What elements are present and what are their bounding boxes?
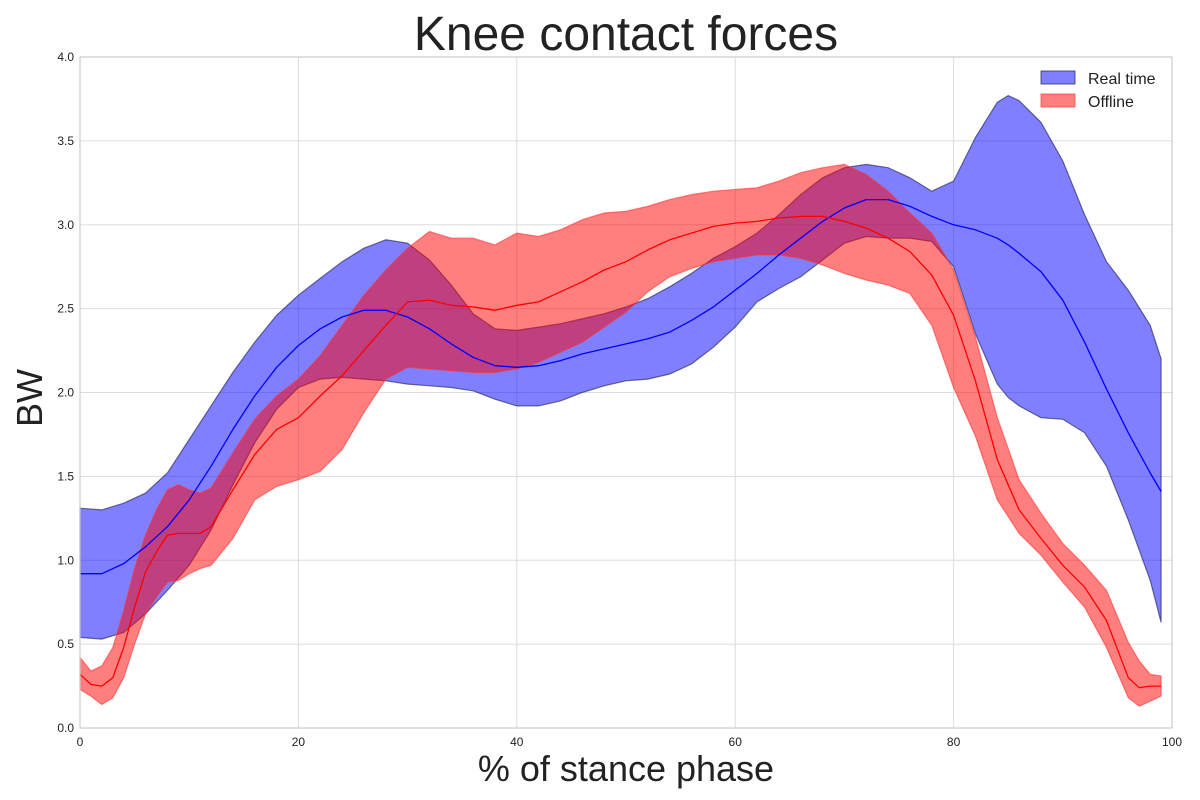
y-tick-label: 1.0 <box>57 553 74 567</box>
y-tick-label: 2.0 <box>57 386 74 400</box>
mean-line-offline <box>79 215 1162 689</box>
plot-frame <box>79 56 1173 729</box>
y-tick-label: 3.5 <box>57 134 74 148</box>
y-tick-label: 3.0 <box>57 218 74 232</box>
x-tick-label: 100 <box>1162 735 1182 749</box>
y-axis-title: BW <box>9 369 50 427</box>
chart-title: Knee contact forces <box>414 8 838 61</box>
legend-swatch-offline <box>1040 93 1076 108</box>
y-tick-label: 4.0 <box>57 50 74 64</box>
x-axis-title: % of stance phase <box>478 748 774 789</box>
x-tick-label: 0 <box>77 735 84 749</box>
x-tick-labels: 0 20 40 60 80 100 <box>77 735 1183 749</box>
y-tick-label: 0.5 <box>57 637 74 651</box>
y-tick-label: 1.5 <box>57 469 74 483</box>
confidence-bands <box>79 94 1162 707</box>
legend-label-offline: Offline <box>1088 94 1134 111</box>
legend-swatch-real-time <box>1040 70 1076 85</box>
y-tick-labels: 0.0 0.5 1.0 1.5 2.0 2.5 3.0 3.5 4.0 <box>57 50 74 735</box>
band-offline <box>79 163 1162 707</box>
x-tick-label: 40 <box>510 735 524 749</box>
y-tick-label: 0.0 <box>57 721 74 735</box>
y-tick-label: 2.5 <box>57 302 74 316</box>
mean-line-real-time <box>80 198 1162 575</box>
x-tick-label: 80 <box>947 735 961 749</box>
legend: Real time Offline <box>1040 70 1156 111</box>
x-tick-label: 20 <box>292 735 306 749</box>
legend-label-real-time: Real time <box>1088 71 1156 88</box>
x-tick-label: 60 <box>729 735 743 749</box>
mean-lines <box>79 198 1162 689</box>
